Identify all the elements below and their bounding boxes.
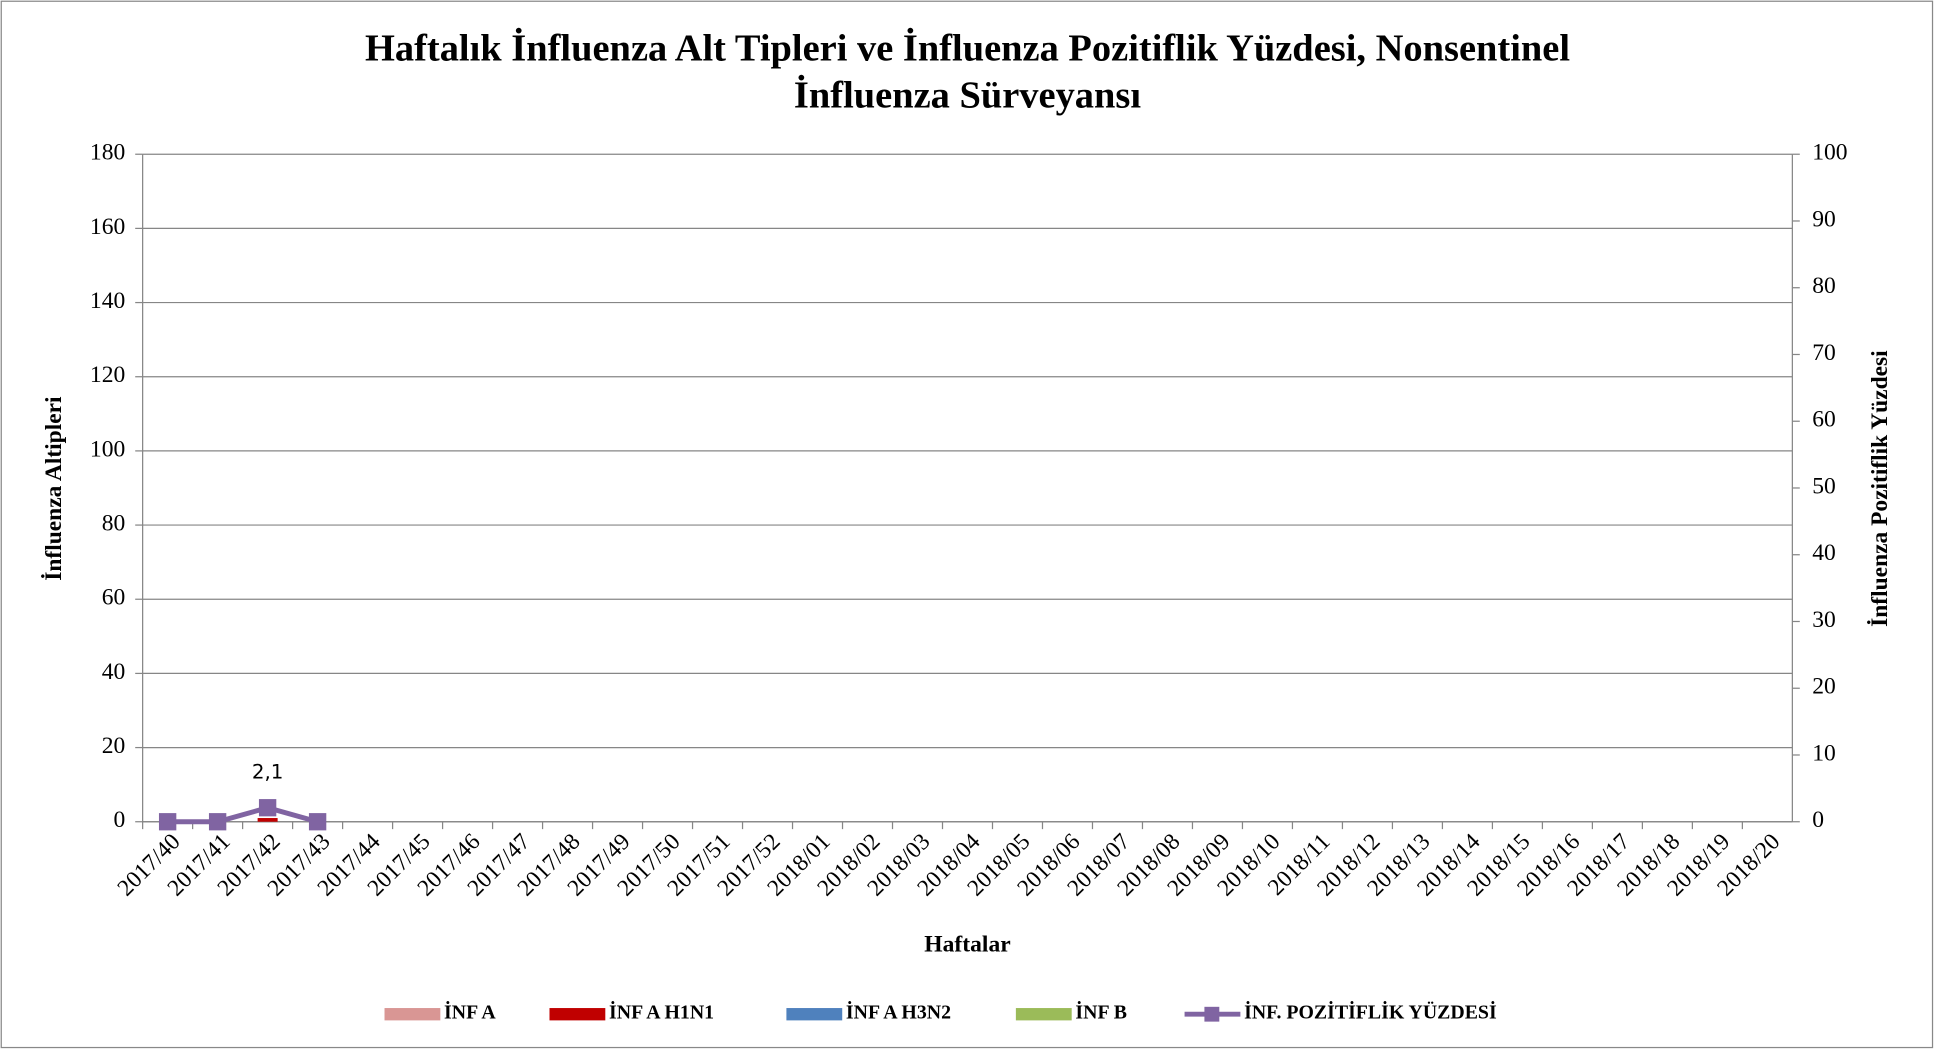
chart-title: İnfluenza Sürveyansı <box>794 75 1141 117</box>
legend-swatch <box>1015 1008 1072 1021</box>
y2-tick-label: 40 <box>1812 540 1836 566</box>
y2-tick-label: 50 <box>1812 473 1836 499</box>
x-axis-label: Haftalar <box>924 932 1010 958</box>
y-tick-label: 180 <box>90 140 125 166</box>
legend-label: İNF B <box>1075 1002 1127 1024</box>
y2-tick-label: 20 <box>1812 674 1836 700</box>
y2-tick-label: 80 <box>1812 273 1836 299</box>
legend-label: İNF A H3N2 <box>846 1002 951 1024</box>
y-tick-label: 160 <box>90 214 125 240</box>
y-tick-label: 60 <box>102 585 126 611</box>
line-marker <box>158 813 177 831</box>
y-tick-label: 80 <box>102 510 126 536</box>
y-tick-label: 20 <box>102 733 126 759</box>
y2-tick-label: 60 <box>1812 407 1836 433</box>
chart-title: Haftalık İnfluenza Alt Tipleri ve İnflue… <box>365 28 1570 70</box>
y2-tick-label: 70 <box>1812 340 1836 366</box>
line-marker <box>208 813 227 831</box>
y-axis-label: İnfluenza Altipleri <box>41 396 67 581</box>
line <box>167 805 319 825</box>
y2-tick-label: 0 <box>1812 807 1824 833</box>
bar <box>257 818 278 822</box>
y-tick-label: 0 <box>113 807 125 833</box>
y2-axis-label: İnfluenza Pozitiflik Yüzdesi <box>1867 350 1893 627</box>
y-tick-label: 140 <box>90 288 125 314</box>
y-tick-label: 100 <box>90 436 125 462</box>
legend-swatch <box>786 1008 843 1021</box>
y2-tick-label: 100 <box>1812 140 1847 166</box>
y2-tick-label: 30 <box>1812 607 1836 633</box>
data-label: 2,1 <box>252 761 284 784</box>
legend-label: İNF A H1N1 <box>609 1002 714 1024</box>
y2-tick-label: 10 <box>1812 740 1836 766</box>
legend-swatch <box>549 1008 606 1021</box>
y2-tick-label: 90 <box>1812 206 1836 232</box>
y-tick-label: 40 <box>102 659 126 685</box>
line-marker <box>308 813 327 831</box>
y-tick-label: 120 <box>90 362 125 388</box>
legend-label: İNF. POZİTİFLİK YÜZDESİ <box>1244 1002 1497 1024</box>
line-marker <box>258 799 277 817</box>
legend-swatch <box>1204 1006 1220 1022</box>
legend-swatch <box>384 1008 441 1021</box>
legend-label: İNF A <box>444 1002 496 1024</box>
